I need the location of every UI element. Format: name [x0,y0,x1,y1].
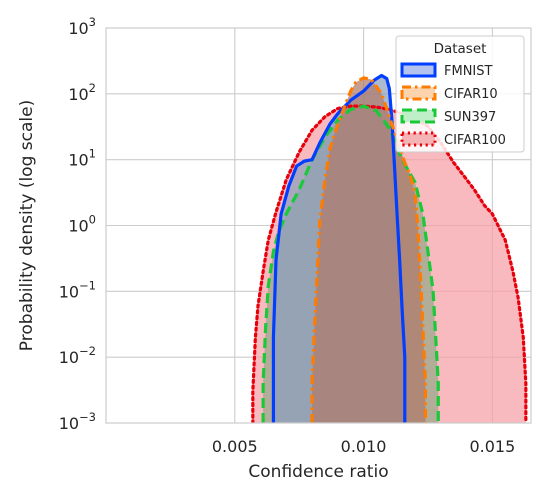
y-tick-label: 10−1 [59,278,96,301]
legend: Dataset FMNIST CIFAR10 SUN397 CIFAR100 [395,35,525,153]
legend-swatch-fmnist [400,62,437,78]
x-tick-label: 0.005 [212,437,258,456]
y-tick-label: 103 [68,15,96,38]
series-areas [251,73,528,423]
x-tick-label: 0.015 [469,437,515,456]
legend-label-sun397: SUN397 [444,110,496,125]
legend-items: FMNIST CIFAR10 SUN397 CIFAR100 [400,62,506,148]
area-cifar10 [312,77,426,423]
y-tick-label: 10−3 [59,410,96,433]
x-tick-label: 0.010 [341,437,387,456]
y-tick-label: 102 [68,81,96,104]
y-axis-label: Probability density (log scale) [17,100,37,351]
y-tick-label: 101 [68,147,96,170]
legend-label-cifar10: CIFAR10 [444,87,498,102]
line-cifar10 [310,76,427,423]
legend-label-fmnist: FMNIST [444,64,493,79]
legend-label-cifar100: CIFAR100 [444,133,506,148]
y-tick-label: 10−2 [59,344,96,367]
line-fmnist [271,73,407,423]
legend-swatch-cifar10 [400,85,437,101]
legend-swatch-sun397 [400,108,437,124]
y-axis-ticks: 10−3 10−2 10−1 100 101 102 103 [59,15,96,433]
x-axis-label: Confidence ratio [248,462,388,482]
legend-swatch-cifar100 [400,131,437,147]
x-axis-ticks: 0.005 0.010 0.015 [212,437,515,456]
plot-frame [105,27,532,424]
y-tick-label: 100 [68,213,96,236]
line-cifar100 [251,104,528,423]
legend-title: Dataset [434,41,487,57]
line-sun397 [261,104,440,423]
